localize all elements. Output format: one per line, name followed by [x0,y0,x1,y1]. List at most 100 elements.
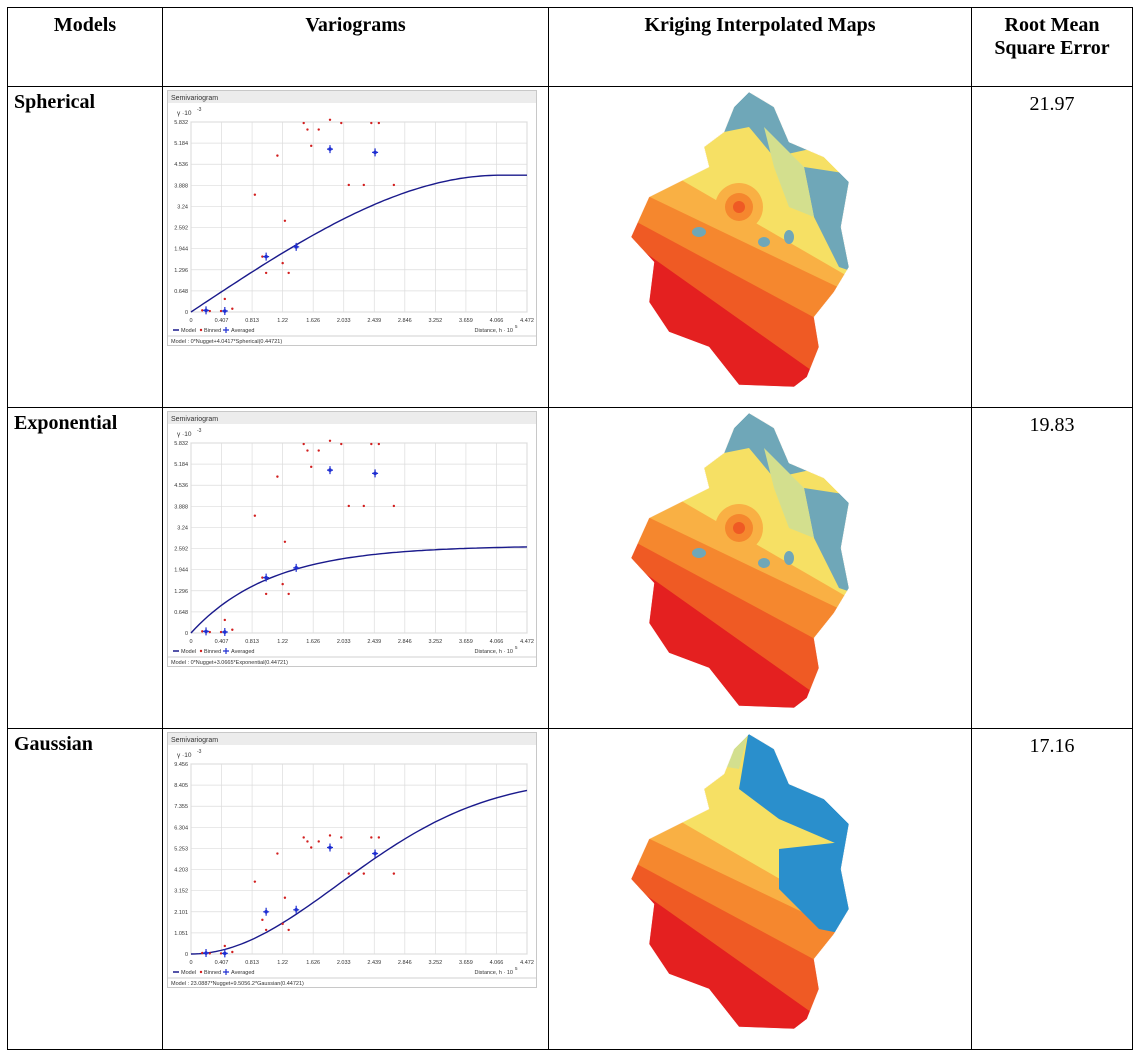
model-curve [190,174,527,313]
binned-point [310,144,313,148]
x-tick-label: 4.472 [520,318,534,324]
results-table: Models Variograms Kriging Interpolated M… [7,7,1133,1050]
averaged-point [373,471,377,476]
binned-point [281,582,284,586]
chart-title: Semivariogram [171,416,218,423]
x-tick-label: 0.407 [215,639,229,645]
binned-point [223,297,227,301]
x-tick-label: 4.066 [490,318,504,324]
averaged-point [294,566,298,570]
band-teal [804,488,849,598]
binned-point [219,309,223,313]
x-tick-label: 2.846 [398,960,412,966]
y-exponent: -3 [197,749,202,755]
rmse-value: 17.16 [971,728,1133,1050]
y-tick-label: 6.304 [174,825,188,831]
model-curve [190,789,528,955]
y-tick-label: 5.184 [174,141,188,147]
map-outline [630,91,850,388]
averaged-point [264,575,268,580]
binned-point [306,840,309,843]
x-tick-label: 3.252 [428,960,442,966]
x-tick-label: 3.252 [428,639,442,645]
y-tick-label: 1.296 [174,268,188,274]
hotspot-core [733,522,745,534]
spot [784,551,794,565]
kriging-map [550,88,971,398]
header-maps: Kriging Interpolated Maps [548,7,972,87]
legend-averaged-swatch [223,969,229,975]
binned-point [317,449,320,452]
binned-point [281,922,284,926]
y-tick-label: 3.24 [177,204,188,210]
x-tick-label: 1.22 [277,960,288,966]
map-cell [548,86,972,408]
averaged-point [328,845,332,850]
binned-point [306,449,309,452]
binned-point [253,193,257,196]
legend-model: Model [181,970,196,976]
binned-point [287,928,290,932]
averaged-point [223,951,227,956]
model-name: Exponential [7,407,163,729]
model-formula: Model : 0*Nugget+4.0417*Spherical(0.4472… [171,339,282,345]
averaged-point [373,150,377,155]
x-tick-label: 0.813 [245,318,259,324]
binned-point [261,576,264,579]
binned-point [392,872,396,875]
y-tick-label: 0 [185,952,188,958]
binned-point [264,592,268,596]
chart-title: Semivariogram [171,95,218,102]
model-name: Spherical [7,86,163,408]
band-pale-green [764,127,814,217]
x-tick-label: 4.472 [520,639,534,645]
averaged-point [264,254,268,259]
y-tick-label: 4.536 [174,162,188,168]
legend-model: Model [181,328,196,334]
legend-averaged: Averaged [231,970,254,976]
map-bands [631,413,849,708]
legend-averaged: Averaged [231,328,254,334]
y-tick-label: 0 [185,631,188,637]
spot [692,548,706,558]
y-tick-label: 7.355 [174,804,188,810]
kriging-map-svg [630,733,850,1030]
header-models: Models [7,7,163,87]
y-tick-label: 1.944 [174,247,188,253]
binned-point [261,918,264,922]
averaged-point [294,245,298,249]
band-teal [804,167,849,277]
binned-point [362,183,366,187]
spot [758,237,770,247]
title-bar [168,733,536,745]
x-tick-label: 1.22 [277,639,288,645]
map-bands [631,734,849,1029]
y-tick-label: 0.648 [174,610,188,616]
binned-point [317,840,320,843]
x-tick-label: 4.066 [490,960,504,966]
y-tick-label: 0 [185,310,188,316]
x-tick-label: 2.846 [398,639,412,645]
binned-point [276,154,279,157]
y-tick-label: 8.405 [174,783,188,789]
legend-binned: Binned [204,649,221,655]
binned-point [208,952,211,955]
binned-point [253,880,257,883]
legend-binned-swatch [199,649,203,653]
y-tick-label: 2.101 [174,910,188,916]
averaged-point [328,147,332,151]
band-pale-green [764,448,814,538]
binned-point [302,121,305,125]
y-tick-label: 4.203 [174,868,188,874]
kriging-map [550,409,971,719]
x-tick-label: 3.659 [459,960,473,966]
x-tick-label: 0.813 [245,960,259,966]
binned-point [392,183,396,187]
binned-point [208,309,211,313]
kriging-map [550,730,971,1040]
model-name: Gaussian [7,728,163,1050]
binned-point [208,630,211,634]
variogram-cell: Semivariogram γ ·10 -3 0 0.648 1.296 1.944 2.59… [162,407,549,729]
x-tick-label: 1.626 [306,639,320,645]
averaged-point [373,851,377,856]
